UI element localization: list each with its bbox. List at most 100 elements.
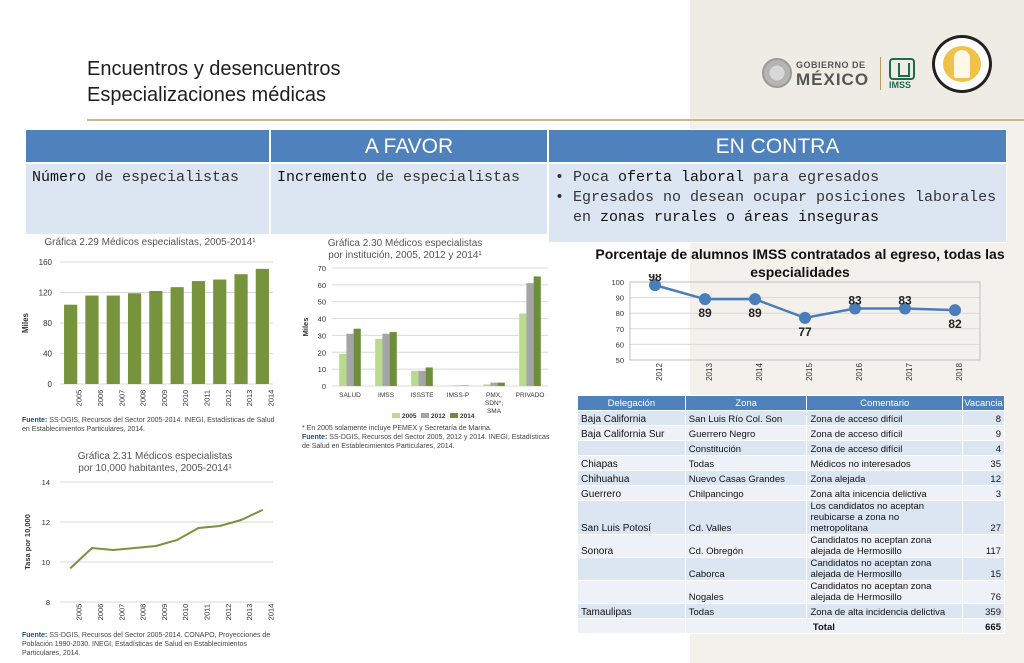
cell-vacancia: 15 (962, 557, 1005, 581)
chart-231-title: Gráfica 2.31 Médicos especialistas por 1… (40, 451, 270, 475)
source-label: Fuente: (22, 632, 48, 639)
x-tick-label: 2017 (905, 363, 914, 381)
x-tick-label: 2014 (266, 390, 275, 407)
table-row: San Luis Potosí Cd. Valles Los candidatos… (577, 500, 1005, 535)
y-tick-label: 100 (611, 278, 624, 287)
bar (375, 338, 383, 386)
cell-comentario: Candidatos no aceptan zona alejada de He… (806, 580, 963, 604)
x-tick-label: 2012 (224, 604, 233, 621)
x-tick-label: 2013 (245, 604, 254, 621)
x-tick-label: 2008 (139, 390, 148, 407)
y-tick-label: 70 (318, 264, 326, 273)
x-tick-label: 2014 (755, 363, 764, 381)
data-point (649, 279, 661, 292)
table-row: Chihuahua Nuevo Casas Grandes Zona alejada… (577, 470, 1005, 486)
contra-item-text: Poca (573, 169, 619, 186)
cell-zona: Nogales (684, 580, 808, 604)
x-tick-label: 2009 (160, 390, 169, 407)
vacancy-table: Delegación Zona Comentario Vacancia Baja… (577, 395, 1005, 634)
plot-area (629, 281, 981, 361)
data-point (699, 293, 711, 306)
data-point (261, 509, 264, 511)
legend-label: 2012 (431, 413, 446, 420)
x-tick-label: 2018 (955, 363, 964, 381)
y-tick-label: 0 (48, 380, 53, 389)
cell-comentario: Médicos no interesados (806, 455, 963, 471)
contra-item: Poca oferta laboral para egresados (551, 168, 1000, 188)
chart-230-title-line1: Gráfica 2.30 Médicos especialistas (327, 238, 483, 249)
chart-229: 0 40 80 120 160 Miles 2005 2006 2007 2008 2009 2010… (21, 258, 275, 407)
data-label: 83 (848, 294, 862, 308)
bar (191, 281, 206, 384)
mexico-label: MÉXICO (796, 70, 870, 89)
x-tick-label: 2011 (202, 604, 211, 620)
bar (533, 276, 541, 386)
cell-delegacion: Chihuahua (577, 470, 686, 486)
y-tick-label: 80 (43, 319, 52, 328)
total-spacer (577, 618, 686, 634)
table-row: Nogales Candidatos no aceptan zona alejad… (577, 580, 1005, 604)
y-tick-label: 10 (318, 365, 326, 374)
data-point (949, 304, 961, 317)
table-row: Baja California Sur Guerrero Negro Zona de… (577, 425, 1005, 441)
chart-231-title-line1: Gráfica 2.31 Médicos especialistas (77, 451, 233, 462)
y-tick-label: 30 (318, 331, 326, 340)
y-tick-label: 70 (616, 325, 624, 334)
x-tick-label: 2013 (705, 363, 714, 381)
x-tick-label: SDN*, (485, 400, 503, 407)
data-point (91, 547, 93, 549)
cell-delegacion: Sonora (577, 534, 686, 558)
cell-delegacion (577, 580, 686, 604)
x-tick-label: 2013 (245, 390, 254, 407)
x-tick-label: IMSS (378, 392, 395, 399)
bar (213, 279, 227, 384)
x-tick-label: 2009 (160, 604, 169, 621)
academia-seal-icon (932, 35, 992, 93)
chart-230-note: * En 2005 solamente incluye PEMEX y Secr… (302, 425, 492, 432)
cell-comentario: Zona de acceso difícil (806, 425, 963, 441)
y-tick-label: 50 (616, 356, 624, 365)
chart-229-source: Fuente: SS-DGIS, Recursos del Sector 200… (22, 416, 282, 434)
bar (454, 385, 462, 386)
cell-delegacion: Guerrero (577, 485, 686, 501)
x-tick-label: 2007 (117, 604, 126, 621)
y-tick-label: 20 (318, 348, 326, 357)
x-tick-label: PMX, (486, 392, 502, 399)
source-text: SS-DGIS, Recursos del Sector 2005-2014. … (22, 632, 271, 657)
bar (382, 333, 390, 386)
cell-comentario: Zona de acceso difícil (806, 440, 963, 456)
comparison-row-label: Número de especialistas (25, 163, 270, 235)
x-tick-label: SMA (487, 408, 502, 415)
x-tick-label: PRIVADO (516, 392, 545, 399)
legend-label: 2014 (460, 413, 475, 420)
y-tick-label: 8 (46, 598, 50, 607)
chart-230-title: Gráfica 2.30 Médicos especialistas por i… (300, 238, 510, 262)
bar (461, 385, 469, 386)
gobierno-seal-icon (762, 58, 792, 88)
cell-zona: Todas (684, 455, 808, 471)
table-row: Baja California San Luis Río Col. Son Zona… (577, 410, 1005, 426)
source-label: Fuente: (22, 417, 48, 424)
comparison-header-empty (25, 129, 270, 163)
cell-vacancia: 8 (962, 410, 1005, 426)
cell-zona: San Luis Río Col. Son (684, 410, 808, 426)
y-tick-label: 0 (322, 382, 326, 391)
y-tick-label: 80 (616, 309, 624, 318)
source-text: SS-DGIS, Recursos del Sector 2005-2014. … (22, 417, 275, 433)
y-tick-label: 60 (318, 281, 326, 290)
cell-vacancia: 3 (962, 485, 1005, 501)
cell-comentario: Los candidatos no aceptan reubicarse a z… (806, 500, 963, 535)
gobierno-label: GOBIERNO DE (796, 60, 866, 70)
favor-bold: Incremento (277, 169, 368, 186)
y-axis-label: Tasa por 10,000 (23, 514, 32, 570)
cell-vacancia: 35 (962, 455, 1005, 471)
table-row: Chiapas Todas Médicos no interesados 35 (577, 455, 1005, 471)
data-point (197, 527, 200, 529)
data-point (69, 567, 72, 569)
slide-title-line1: Encuentros y desencuentros (87, 58, 341, 80)
y-tick-label: 12 (42, 518, 50, 527)
y-tick-label: 40 (318, 315, 326, 324)
bar (447, 385, 455, 386)
data-label: 77 (798, 325, 812, 339)
table-row: Guerrero Chilpancingo Zona alta inicencia … (577, 485, 1005, 501)
